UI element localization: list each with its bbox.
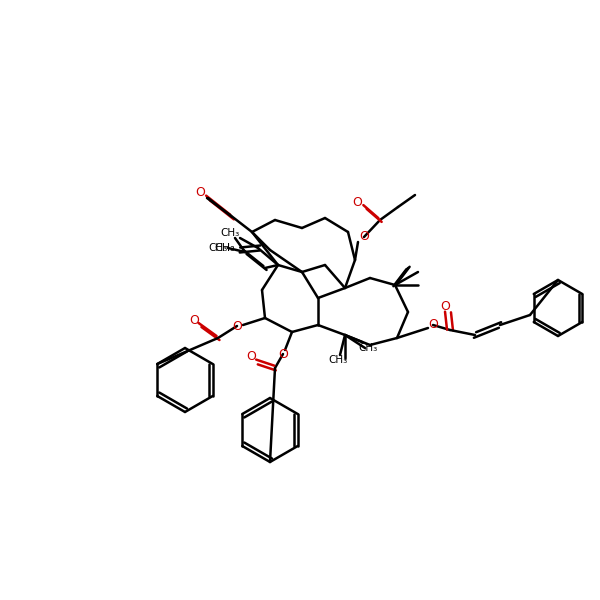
Text: CH₃: CH₃: [358, 343, 377, 353]
Text: O: O: [195, 187, 205, 199]
Text: O: O: [232, 319, 242, 332]
Text: CH₃: CH₃: [215, 243, 235, 253]
Text: O: O: [189, 313, 199, 326]
Text: O: O: [440, 301, 450, 313]
Text: O: O: [428, 319, 438, 331]
Text: CH₃: CH₃: [328, 355, 347, 365]
Text: CH₃: CH₃: [208, 243, 227, 253]
Text: O: O: [246, 350, 256, 364]
Text: O: O: [359, 230, 369, 244]
Text: O: O: [278, 347, 288, 361]
Text: CH₃: CH₃: [220, 228, 239, 238]
Text: O: O: [352, 196, 362, 209]
